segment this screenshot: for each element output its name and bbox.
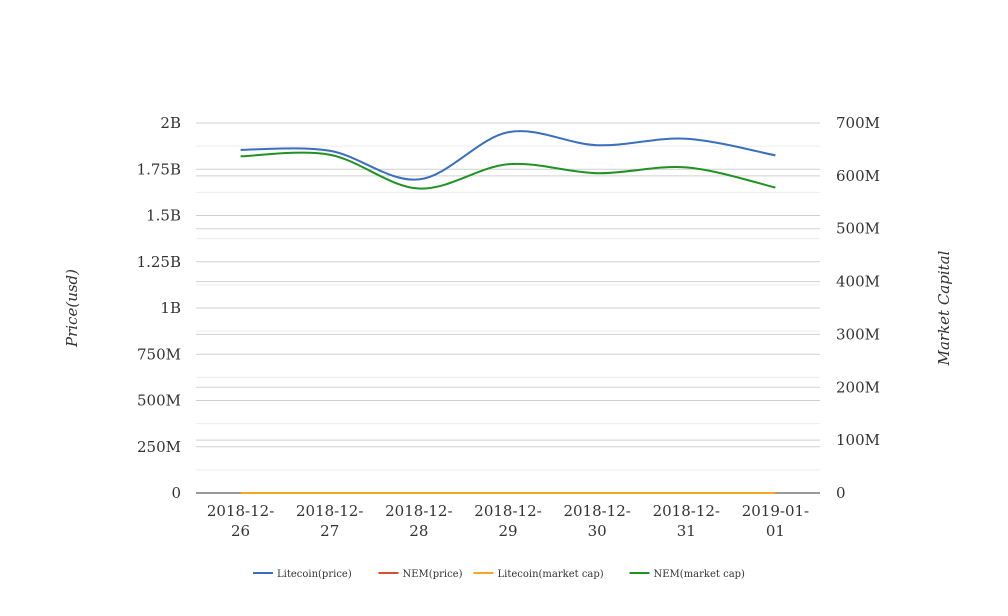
- x-tick-label: 2018-12-30: [563, 502, 630, 540]
- right-tick-label: 700M: [836, 114, 880, 132]
- left-tick-label: 250M: [137, 438, 181, 456]
- axes: 0 250M 500M 750M 1B 1.25B 1.5B 1.75B 2B 0 100M 200M…: [63, 114, 953, 540]
- x-tick-label: 2018-12-27: [296, 502, 363, 540]
- legend: Litecoin(price) NEM(price) Litecoin(market…: [253, 569, 745, 580]
- x-tick-label: 2018-12-29: [474, 502, 541, 540]
- right-tick-label: 0: [836, 484, 846, 502]
- x-tick-label: 2018-12-31: [653, 502, 720, 540]
- x-tick-label: 2018-12-28: [385, 502, 452, 540]
- left-tick-label: 750M: [137, 345, 181, 363]
- x-tick-label: 2018-12-26: [207, 502, 274, 540]
- right-tick-label: 100M: [836, 431, 880, 449]
- series-lines: [240, 130, 776, 495]
- left-tick-label: 1.5B: [146, 207, 181, 225]
- right-tick-label: 600M: [836, 167, 880, 185]
- right-tick-label: 200M: [836, 378, 880, 396]
- legend-label: Litecoin(market cap): [498, 569, 604, 580]
- right-tick-label: 300M: [836, 325, 880, 343]
- legend-label: Litecoin(price): [277, 569, 352, 580]
- legend-label: NEM(price): [403, 569, 463, 580]
- left-axis-title: Price(usd): [63, 269, 81, 348]
- gridlines: [196, 122, 820, 471]
- left-tick-label: 1.75B: [137, 160, 181, 178]
- left-tick-label: 1.25B: [137, 253, 181, 271]
- right-tick-label: 400M: [836, 273, 880, 291]
- legend-label: NEM(market cap): [654, 569, 746, 580]
- left-tick-label: 2B: [160, 114, 181, 132]
- right-axis-title: Market Capital: [935, 250, 953, 366]
- series-line-litecoin-price: [240, 130, 776, 181]
- left-tick-label: 0: [171, 484, 181, 502]
- left-tick-label: 1B: [160, 299, 181, 317]
- x-tick-label: 2019-01-01: [742, 502, 809, 540]
- left-tick-label: 500M: [137, 392, 181, 410]
- series-line-nem-market-cap: [240, 151, 776, 190]
- right-tick-label: 500M: [836, 220, 880, 238]
